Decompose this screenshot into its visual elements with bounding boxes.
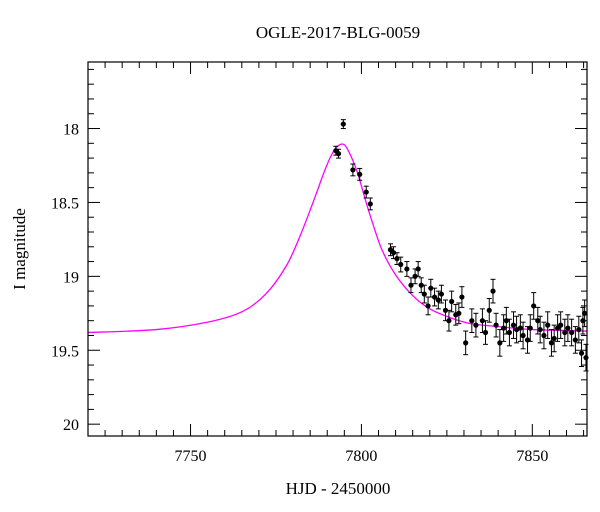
data-point [583, 355, 589, 361]
data-point [449, 298, 455, 305]
data-point [446, 318, 452, 324]
y-tick-label: 19 [63, 269, 79, 286]
model-curve [87, 143, 588, 334]
data-point [442, 307, 449, 313]
data-point [582, 310, 588, 316]
data-point [335, 151, 342, 157]
data-point [517, 325, 523, 331]
tick-labels: 7750 7800 7850 18 18.5 19 19.5 20 [51, 122, 548, 465]
y-tick-label: 20 [63, 417, 79, 434]
data-point [572, 337, 578, 343]
data-point [408, 282, 414, 288]
plot-frame [87, 61, 588, 437]
data-point [510, 322, 517, 328]
data-point [490, 288, 496, 294]
data-point [501, 325, 507, 331]
data-point [520, 332, 526, 339]
data-point [431, 294, 438, 300]
data-point [569, 329, 575, 336]
data-point [535, 318, 541, 324]
x-tick-label: 7850 [516, 448, 548, 465]
y-tick-label: 19.5 [51, 343, 79, 360]
data-point [469, 318, 475, 324]
data-point [425, 303, 431, 309]
x-axis-label: HJD - 2450000 [286, 479, 391, 498]
data-point [562, 329, 568, 336]
data-point [390, 250, 397, 256]
data-point [438, 291, 445, 297]
data-point [482, 329, 489, 336]
data-point [537, 326, 543, 333]
data-point [412, 273, 418, 279]
chart-title: OGLE-2017-BLG-0059 [256, 23, 420, 42]
data-point [357, 171, 363, 177]
data-point [350, 167, 356, 173]
data-point [473, 322, 479, 328]
data-point [421, 291, 427, 297]
data-point [531, 303, 537, 309]
data-point [527, 325, 533, 331]
data-point [558, 322, 564, 328]
y-tick-label: 18.5 [51, 195, 79, 212]
data-point [459, 294, 465, 300]
axis-ticks [87, 62, 587, 436]
data-point [363, 189, 369, 195]
y-axis-label: I magnitude [10, 208, 29, 290]
data-point [435, 297, 441, 303]
data-point [479, 318, 486, 324]
data-point [493, 322, 499, 328]
data-point [541, 332, 547, 339]
data-point [428, 285, 434, 291]
y-tick-label: 18 [63, 122, 79, 139]
data-point [486, 307, 492, 313]
data-point [456, 310, 462, 316]
data-point [463, 340, 469, 346]
data-point [404, 266, 410, 272]
data-point [418, 282, 424, 288]
data-point [340, 121, 346, 127]
data-point [551, 335, 557, 342]
data-point [548, 340, 555, 346]
data-point [565, 325, 571, 331]
data-point [398, 261, 404, 268]
plot-area [87, 119, 589, 372]
data-point [506, 329, 513, 336]
x-tick-label: 7800 [345, 448, 377, 465]
data-point [415, 266, 421, 272]
x-tick-label: 7750 [175, 448, 207, 465]
data-point [545, 322, 551, 328]
data-point [578, 350, 585, 356]
data-point [367, 201, 373, 207]
data-point [576, 326, 582, 333]
